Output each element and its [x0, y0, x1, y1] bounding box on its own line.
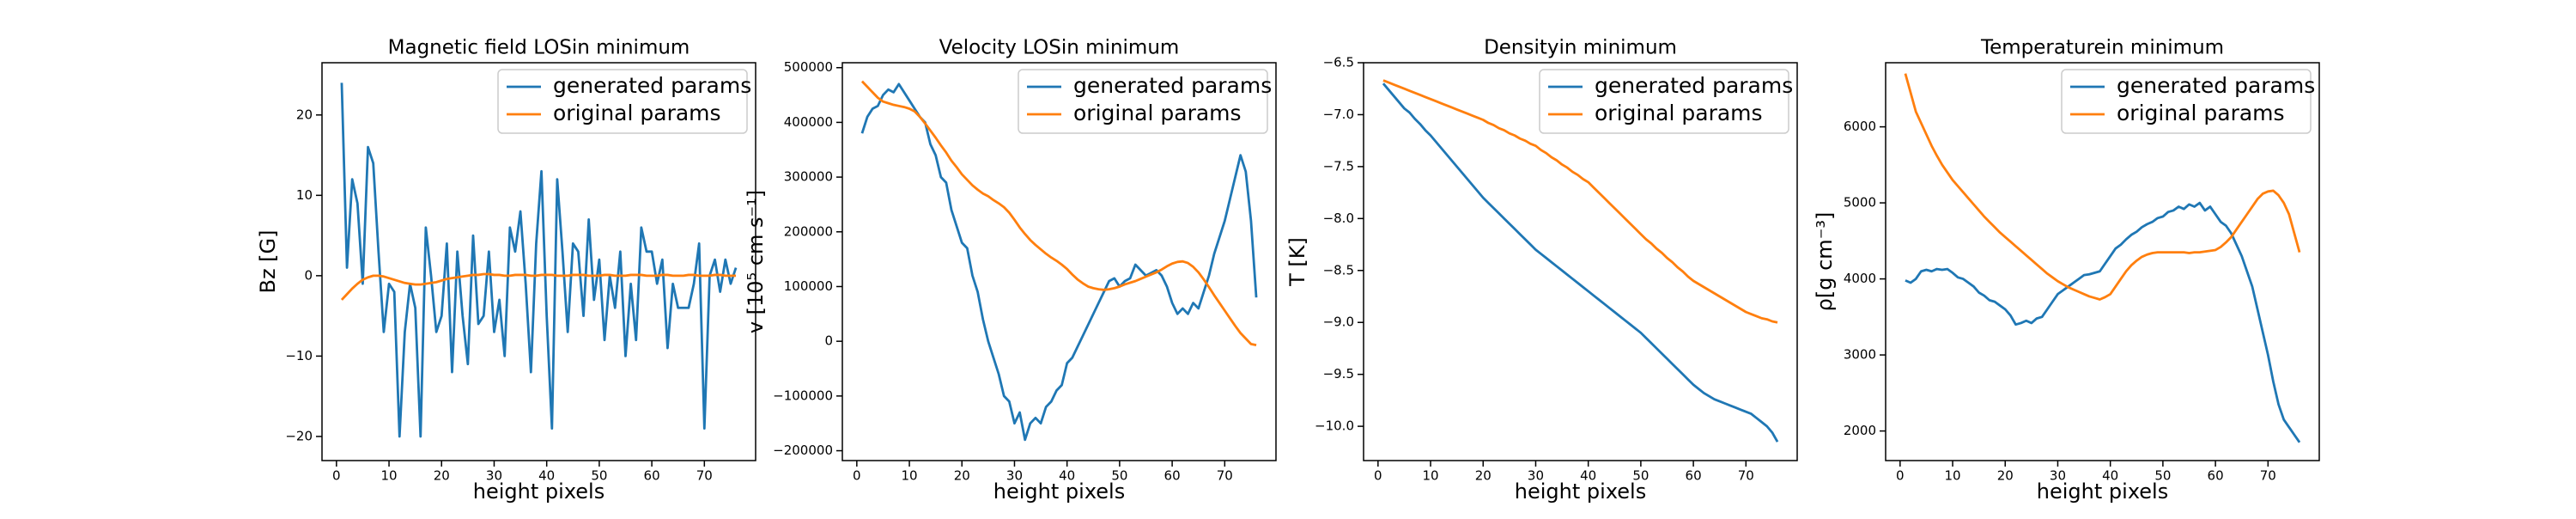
series-line: [1904, 73, 2301, 301]
legend-label: generated params: [1595, 73, 1793, 98]
x-tick-label: 20: [954, 468, 970, 484]
y-axis-label: v [10⁵ cm s⁻¹]: [744, 190, 768, 333]
legend-box: [2061, 69, 2312, 134]
subplot-title: Velocity LOSin minimum: [939, 37, 1180, 59]
y-tick-label: 0: [824, 333, 833, 349]
x-tick-label: 0: [853, 468, 861, 484]
y-tick-label: −9.0: [1323, 314, 1354, 330]
x-axis-label: height pixels: [473, 479, 605, 504]
x-axis-label: height pixels: [993, 479, 1125, 504]
axes-frame: [841, 62, 1277, 461]
y-axis-label: Bz [G]: [256, 229, 280, 293]
axes-frame: [321, 62, 756, 461]
subplot-title: Temperaturein minimum: [1980, 37, 2224, 59]
x-tick-label: 30: [1006, 468, 1023, 484]
legend-label: generated params: [553, 73, 751, 98]
x-tick-label: 30: [1528, 468, 1544, 484]
y-tick-label: 2000: [1844, 423, 1876, 438]
y-tick-label: 200000: [784, 223, 833, 239]
legend-label: original params: [2117, 101, 2285, 125]
legend-label: original params: [1595, 101, 1763, 125]
x-tick-label: 50: [2154, 468, 2171, 484]
x-tick-label: 60: [1164, 468, 1181, 484]
x-tick-label: 30: [486, 468, 502, 484]
x-tick-label: 0: [332, 468, 341, 484]
x-tick-label: 50: [591, 468, 607, 484]
x-tick-label: 70: [1217, 468, 1233, 484]
x-tick-label: 50: [1632, 468, 1649, 484]
y-tick-label: 4000: [1844, 271, 1876, 286]
x-tick-label: 60: [2208, 468, 2224, 484]
x-tick-label: 70: [1738, 468, 1754, 484]
x-axis-label: height pixels: [1515, 479, 1646, 504]
x-tick-label: 40: [538, 468, 555, 484]
y-tick-label: 10: [296, 187, 313, 203]
y-tick-label: −200000: [773, 443, 833, 458]
y-tick-label: 6000: [1844, 119, 1876, 134]
subplot-title: Densityin minimum: [1484, 37, 1677, 59]
y-tick-label: 5000: [1844, 195, 1876, 211]
series-line: [860, 80, 1257, 346]
x-tick-label: 0: [1896, 468, 1905, 484]
subplot: Densityin minimum height pixels T [K] 0 10 20…: [1285, 37, 1798, 504]
x-tick-label: 10: [1422, 468, 1438, 484]
y-tick-label: −9.5: [1323, 366, 1354, 382]
series-line: [1905, 201, 2301, 443]
y-tick-label: 20: [296, 107, 313, 122]
x-tick-label: 40: [1059, 468, 1075, 484]
y-tick-label: 0: [304, 267, 313, 283]
x-tick-label: 60: [1686, 468, 1702, 484]
x-tick-label: 30: [2050, 468, 2066, 484]
legend-box: [1018, 69, 1268, 134]
subplot: Magnetic field LOSin minimum height pixel…: [256, 37, 756, 504]
y-tick-label: −7.5: [1323, 158, 1354, 174]
series-line: [340, 272, 737, 301]
y-tick-label: −8.5: [1323, 262, 1354, 278]
x-tick-label: 70: [696, 468, 713, 484]
x-tick-label: 70: [2260, 468, 2276, 484]
legend-label: original params: [1073, 101, 1242, 125]
legend-label: original params: [553, 101, 721, 125]
y-tick-label: 100000: [784, 278, 833, 294]
x-tick-label: 0: [1374, 468, 1382, 484]
legend-label: generated params: [1073, 73, 1272, 98]
y-axis-label: T [K]: [1285, 237, 1309, 287]
legend-box: [1539, 69, 1789, 134]
series-line: [340, 82, 738, 438]
y-axis-label: ρ[g cm⁻³]: [1813, 212, 1837, 312]
x-axis-label: height pixels: [2037, 479, 2168, 504]
axes-frame: [1885, 62, 2320, 461]
y-tick-label: −100000: [773, 388, 833, 403]
x-tick-label: 10: [1944, 468, 1960, 484]
subplot: Velocity LOSin minimum height pixels v [10…: [744, 37, 1277, 504]
x-tick-label: 50: [1111, 468, 1127, 484]
legend-box: [497, 69, 748, 134]
series-line: [1382, 82, 1779, 443]
subplot: Temperaturein minimum height pixels ρ[g cm…: [1813, 37, 2320, 504]
y-tick-label: −10: [285, 348, 313, 363]
x-tick-label: 10: [901, 468, 917, 484]
y-tick-label: 400000: [784, 114, 833, 130]
x-tick-label: 40: [1580, 468, 1596, 484]
series-line: [860, 82, 1258, 442]
y-tick-label: −20: [285, 428, 313, 443]
y-tick-label: −8.0: [1323, 211, 1354, 226]
x-tick-label: 10: [380, 468, 397, 484]
y-tick-label: 500000: [784, 59, 833, 75]
series-line: [1382, 79, 1778, 324]
y-tick-label: −7.0: [1323, 107, 1354, 122]
x-tick-label: 40: [2102, 468, 2118, 484]
y-tick-label: 300000: [784, 169, 833, 185]
x-tick-label: 20: [1475, 468, 1492, 484]
subplot-title: Magnetic field LOSin minimum: [388, 37, 690, 59]
legend-label: generated params: [2117, 73, 2315, 98]
x-tick-label: 20: [434, 468, 450, 484]
y-tick-label: −10.0: [1315, 418, 1354, 434]
y-tick-label: −6.5: [1323, 55, 1354, 70]
x-tick-label: 60: [644, 468, 660, 484]
y-tick-label: 3000: [1844, 347, 1876, 363]
x-tick-label: 20: [1997, 468, 2014, 484]
axes-frame: [1363, 62, 1798, 461]
